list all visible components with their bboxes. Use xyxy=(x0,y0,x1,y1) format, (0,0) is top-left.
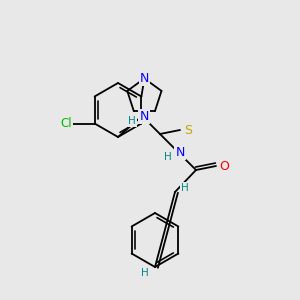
Text: S: S xyxy=(184,124,192,136)
Text: H: H xyxy=(181,183,189,193)
Text: N: N xyxy=(140,72,149,85)
Text: H: H xyxy=(141,268,149,278)
Text: Cl: Cl xyxy=(61,117,72,130)
Text: H: H xyxy=(164,152,172,162)
Text: N: N xyxy=(139,110,149,122)
Text: N: N xyxy=(175,146,185,158)
Text: O: O xyxy=(219,160,229,172)
Text: H: H xyxy=(128,116,136,126)
